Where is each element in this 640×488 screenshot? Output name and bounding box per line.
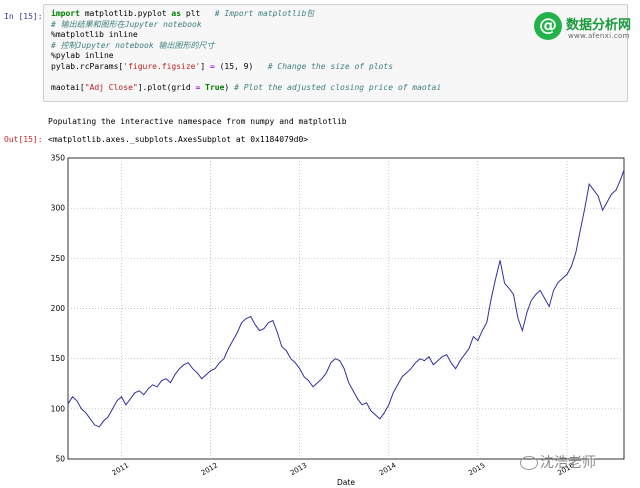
grid-lines [68,158,624,459]
x-tick-label: 2012 [200,461,219,477]
x-axis-label: Date [337,478,355,487]
y-tick-label: 50 [55,455,65,464]
code-line: import matplotlib.pyplot as plt # Import… [51,9,315,18]
y-tick-label: 350 [51,154,66,163]
code-line: maotai["Adj Close"].plot(grid = True) # … [51,83,442,93]
x-tick-label: 2011 [111,461,130,477]
code-line: # 控制Jupyter notebook 输出图形的尺寸 [51,40,215,50]
watermark-author-text: 沈浩老师 [540,455,596,471]
series-line-adj-close [67,169,625,428]
watermark-title: 数据分析网 [566,18,632,33]
cell-stdout: Populating the interactive namespace fro… [48,117,347,126]
x-tick-label: 2015 [467,461,486,477]
y-tick-label: 200 [51,304,66,313]
x-tick-label: 2013 [289,461,308,477]
plot-area [67,157,625,460]
output-repr: <matplotlib.axes._subplots.AxesSubplot a… [48,135,309,144]
x-tick-label: 2014 [378,461,398,477]
wechat-icon [520,456,538,470]
code-line: %pylab inline [51,51,114,61]
code-line: %matplotlib inline [51,30,138,40]
y-tick-label: 300 [51,204,66,213]
code-line: # 输出结果和图形在Jupyter notebook [51,19,202,29]
watermark-url: www.afenxi.com [568,32,630,40]
y-axis: 50 100 150 200 250 300 350 [51,154,66,464]
afenxi-logo-icon: @ [534,12,562,40]
y-tick-label: 150 [51,354,66,363]
watermark-logo: @ 数据分析网 www.afenxi.com [534,8,634,48]
watermark-author: 沈浩老师 [520,452,596,472]
input-prompt: In [15]: [4,12,43,21]
code-cell-input[interactable]: import matplotlib.pyplot as plt # Import… [43,4,628,102]
y-tick-label: 100 [51,404,66,413]
code-line: pylab.rcParams['figure.figsize'] = (15, … [51,62,393,71]
x-axis: 2011 2012 2013 2014 2015 2016 [111,461,576,477]
output-prompt: Out[15]: [4,135,43,144]
y-tick-label: 250 [51,254,66,263]
